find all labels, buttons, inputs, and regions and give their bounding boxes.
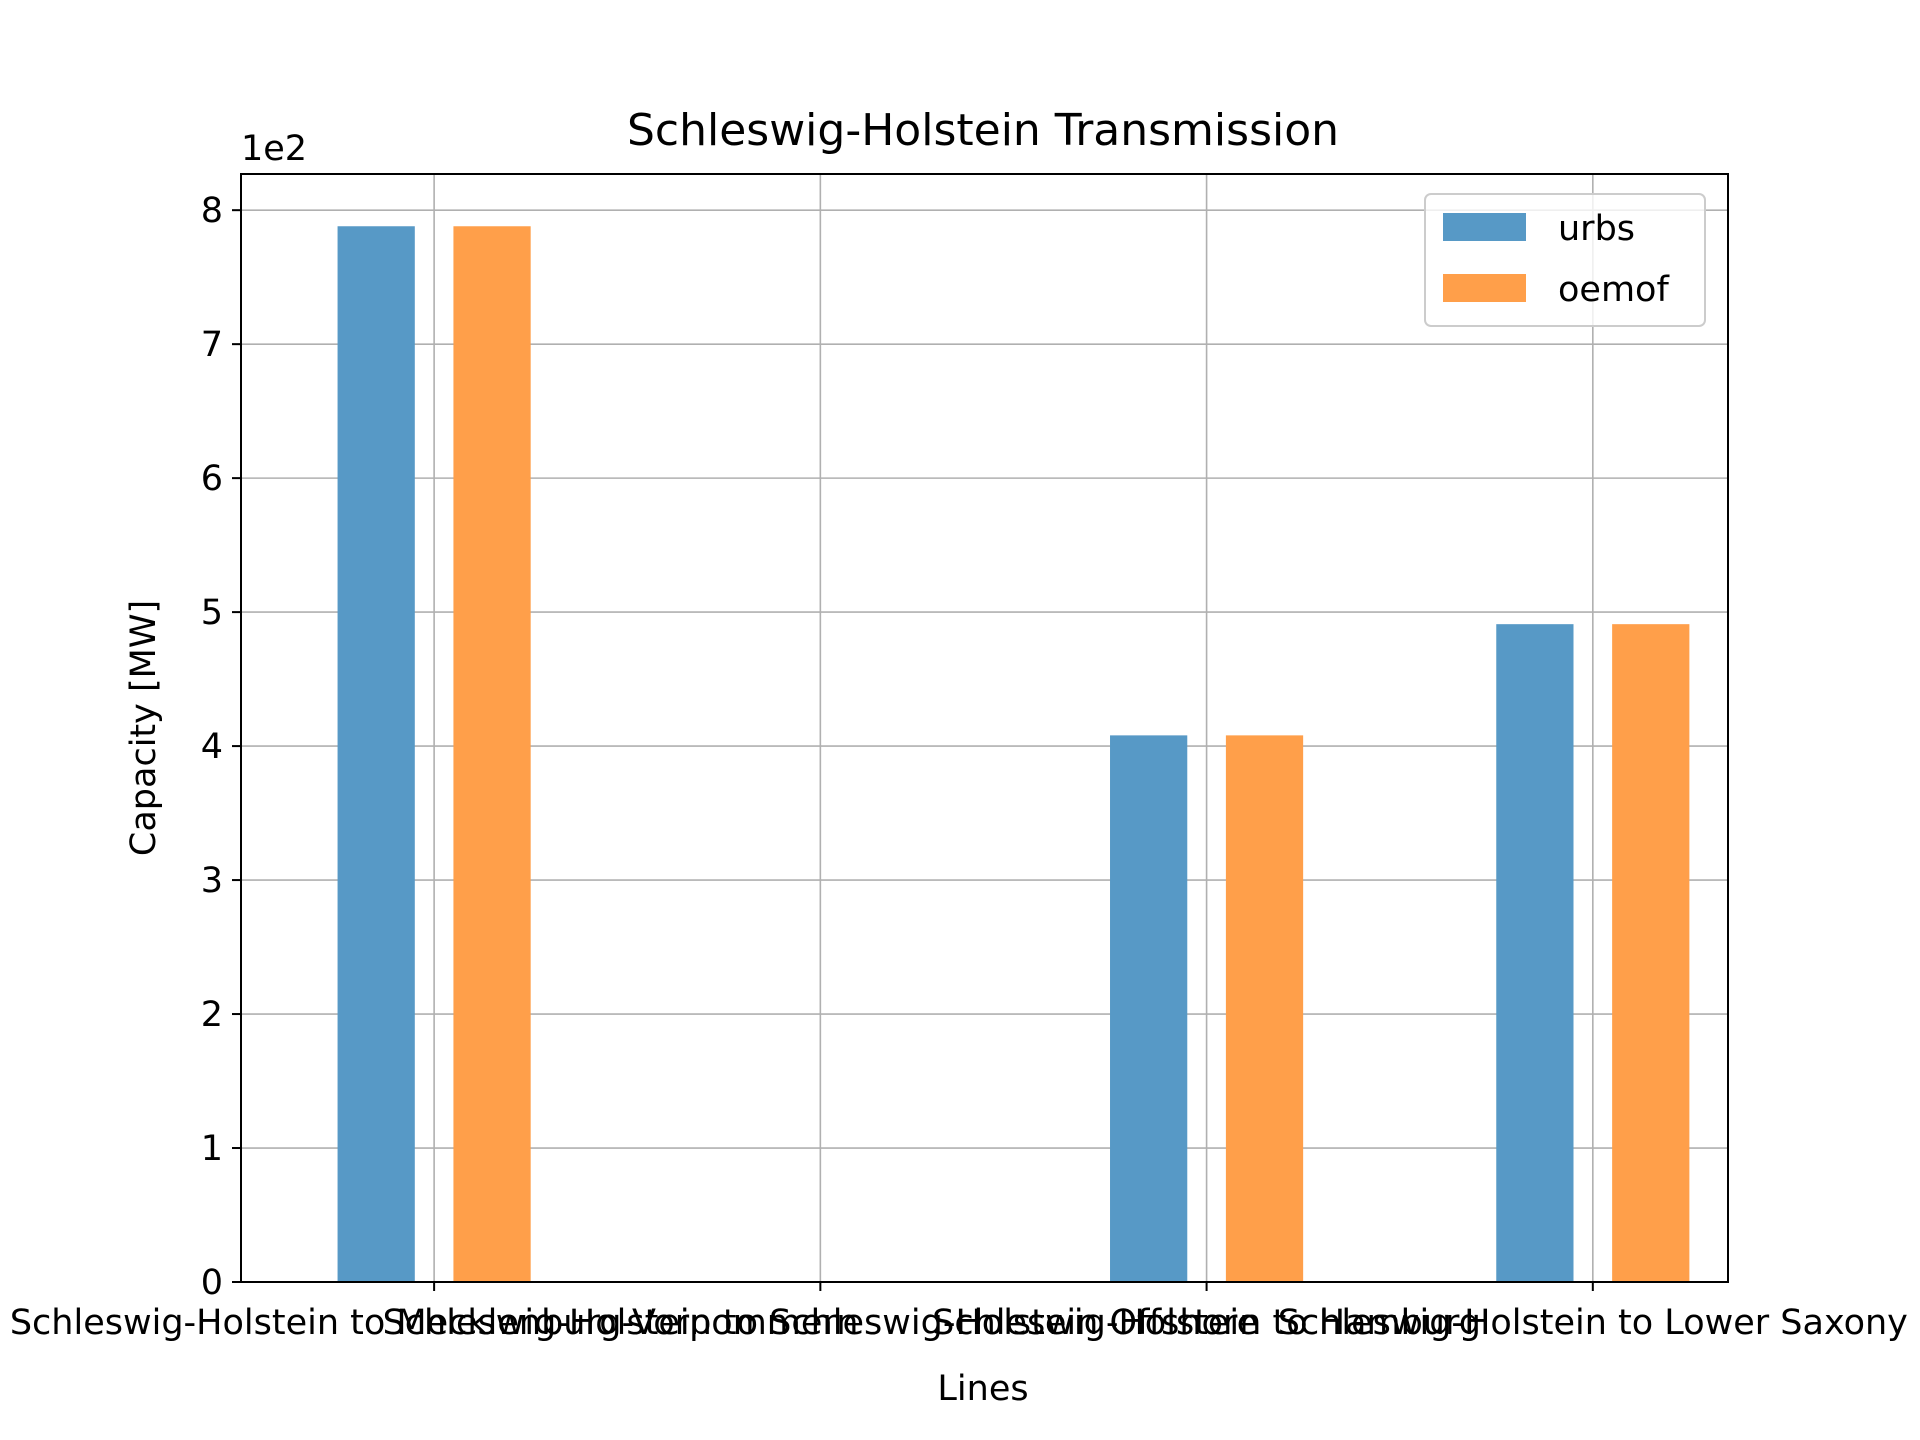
x-tick-label: Schleswig-Holstein to Hamburg bbox=[932, 1303, 1481, 1343]
legend-swatch-oemof bbox=[1443, 274, 1526, 302]
bar-oemof bbox=[453, 226, 531, 1283]
x-axis-label: Lines bbox=[937, 1369, 1028, 1409]
bar-oemof bbox=[1225, 735, 1304, 1282]
y-axis: 0 1 2 3 4 5 6 7 8 bbox=[201, 191, 241, 1303]
legend-label-oemof: oemof bbox=[1558, 270, 1669, 310]
legend-label-urbs: urbs bbox=[1558, 209, 1635, 249]
y-axis-label: Capacity [MW] bbox=[124, 600, 164, 856]
x-tick-label: Schleswig-Holstein to Mecklenburg-Vorpom… bbox=[10, 1303, 859, 1343]
y-tick-label: 5 bbox=[201, 593, 223, 633]
x-tick-label: Schleswig-Holstein to Lower Saxony bbox=[1278, 1303, 1908, 1343]
bar-urbs bbox=[337, 226, 415, 1283]
y-tick-label: 4 bbox=[201, 727, 223, 767]
plot-frame bbox=[240, 173, 1729, 1283]
bar-urbs bbox=[1110, 735, 1188, 1282]
y-tick-label: 8 bbox=[201, 191, 223, 231]
y-tick-label: 7 bbox=[201, 325, 223, 365]
y-tick-label: 1 bbox=[201, 1129, 223, 1169]
y-tick-label: 6 bbox=[201, 459, 223, 499]
y-axis-offset-label: 1e2 bbox=[241, 129, 307, 169]
bars bbox=[337, 226, 1690, 1283]
x-axis: Schleswig-Holstein to Mecklenburg-Vorpom… bbox=[10, 1282, 1908, 1343]
bar-urbs bbox=[1496, 624, 1574, 1282]
y-tick-label: 0 bbox=[201, 1263, 223, 1303]
x-tick-label: Schleswig-Holstein to Schleswig-Holstein… bbox=[383, 1303, 1259, 1343]
bar-oemof bbox=[1612, 624, 1690, 1282]
legend-swatch-urbs bbox=[1443, 213, 1526, 241]
y-tick-label: 2 bbox=[201, 995, 223, 1035]
chart-title: Schleswig-Holstein Transmission bbox=[627, 105, 1339, 156]
y-tick-label: 3 bbox=[201, 861, 223, 901]
legend: urbs oemof bbox=[1424, 193, 1706, 327]
